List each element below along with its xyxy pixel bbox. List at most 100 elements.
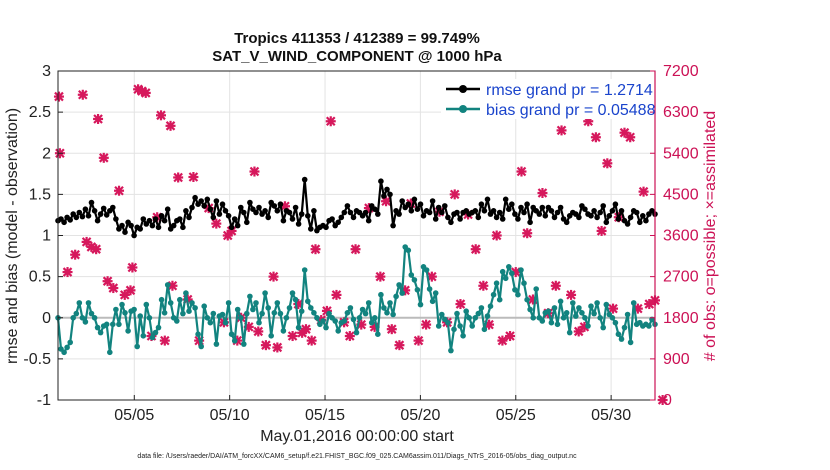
series-point-0 bbox=[247, 199, 253, 206]
obs-point bbox=[287, 331, 298, 342]
series-point-0 bbox=[146, 217, 153, 224]
series-point-0 bbox=[67, 217, 73, 223]
series-point-0 bbox=[289, 216, 296, 222]
series-point-1 bbox=[612, 319, 619, 326]
series-point-1 bbox=[234, 306, 241, 313]
obs-point bbox=[306, 335, 317, 346]
series-point-1 bbox=[439, 311, 445, 318]
series-point-0 bbox=[512, 211, 518, 217]
series-point-1 bbox=[646, 323, 652, 329]
series-point-0 bbox=[521, 209, 527, 216]
series-point-1 bbox=[301, 267, 308, 273]
obs-point bbox=[331, 289, 342, 300]
series-point-0 bbox=[448, 219, 454, 226]
series-point-0 bbox=[91, 208, 98, 214]
series-point-1 bbox=[110, 321, 116, 328]
obs-point bbox=[325, 116, 336, 127]
series-point-1 bbox=[548, 319, 555, 326]
series-point-0 bbox=[594, 214, 600, 221]
series-point-0 bbox=[381, 193, 387, 199]
series-point-0 bbox=[149, 222, 156, 229]
series-point-1 bbox=[201, 303, 207, 310]
obs-point bbox=[602, 158, 613, 169]
y-right-tick-label: 900 bbox=[663, 351, 690, 368]
series-point-0 bbox=[305, 213, 311, 219]
series-point-1 bbox=[137, 313, 143, 319]
series-point-0 bbox=[527, 219, 533, 226]
series-point-1 bbox=[484, 313, 491, 319]
series-point-1 bbox=[563, 310, 570, 316]
series-point-1 bbox=[597, 315, 603, 321]
series-point-1 bbox=[113, 306, 119, 313]
series-point-1 bbox=[557, 298, 564, 305]
series-point-0 bbox=[213, 198, 220, 204]
obs-point bbox=[268, 271, 279, 282]
obs-point bbox=[657, 395, 668, 405]
series-point-1 bbox=[423, 267, 430, 273]
series-point-1 bbox=[149, 334, 156, 341]
series-point-0 bbox=[524, 201, 530, 207]
obs-point bbox=[516, 166, 527, 177]
series-point-1 bbox=[341, 318, 348, 324]
series-point-1 bbox=[463, 308, 470, 315]
series-point-1 bbox=[210, 310, 217, 317]
series-point-1 bbox=[289, 290, 296, 296]
series-point-1 bbox=[122, 310, 128, 316]
series-point-0 bbox=[183, 208, 189, 214]
series-point-0 bbox=[551, 214, 558, 221]
series-point-0 bbox=[387, 191, 393, 198]
series-point-1 bbox=[627, 339, 634, 346]
series-point-1 bbox=[472, 315, 479, 321]
series-point-1 bbox=[603, 301, 610, 308]
series-point-1 bbox=[554, 321, 561, 328]
series-point-0 bbox=[201, 203, 207, 209]
series-point-0 bbox=[76, 209, 83, 216]
series-point-0 bbox=[280, 217, 287, 224]
series-point-0 bbox=[234, 222, 241, 229]
obs-point bbox=[114, 185, 125, 196]
series-point-1 bbox=[384, 310, 390, 316]
series-point-1 bbox=[192, 305, 198, 311]
obs-point bbox=[596, 225, 607, 236]
series-point-1 bbox=[353, 329, 360, 336]
series-point-1 bbox=[615, 331, 622, 338]
series-point-1 bbox=[454, 310, 460, 317]
obs-point bbox=[625, 132, 636, 143]
series-point-1 bbox=[167, 300, 174, 306]
obs-point bbox=[98, 152, 109, 163]
series-point-1 bbox=[414, 287, 421, 293]
series-point-0 bbox=[496, 209, 503, 216]
obs-point bbox=[505, 331, 516, 342]
y-right-tick-label: 2700 bbox=[663, 269, 699, 286]
x-tick-label: 05/10 bbox=[210, 407, 250, 424]
series-point-0 bbox=[131, 232, 137, 239]
series-point-1 bbox=[466, 315, 473, 321]
series-point-0 bbox=[518, 204, 524, 211]
series-point-1 bbox=[97, 329, 104, 336]
obs-point bbox=[300, 324, 311, 335]
series-point-0 bbox=[88, 199, 95, 206]
series-point-0 bbox=[158, 213, 165, 219]
series-point-0 bbox=[225, 213, 232, 219]
series-point-1 bbox=[362, 310, 369, 317]
y-tick-label: 2.5 bbox=[29, 104, 51, 121]
y-right-tick-label: 1800 bbox=[663, 310, 699, 327]
obs-point bbox=[125, 285, 136, 296]
series-point-1 bbox=[146, 315, 153, 321]
series-point-1 bbox=[244, 310, 250, 317]
series-point-1 bbox=[356, 315, 363, 321]
series-point-1 bbox=[460, 333, 466, 339]
series-point-1 bbox=[426, 286, 433, 292]
series-point-0 bbox=[110, 204, 116, 211]
series-point-1 bbox=[268, 333, 275, 339]
series-point-1 bbox=[509, 270, 515, 277]
series-point-1 bbox=[213, 341, 220, 347]
series-point-0 bbox=[347, 209, 354, 216]
series-point-1 bbox=[493, 280, 500, 287]
series-point-1 bbox=[253, 300, 259, 306]
series-point-0 bbox=[493, 214, 500, 221]
series-point-1 bbox=[222, 319, 229, 326]
series-point-0 bbox=[554, 209, 561, 216]
series-point-1 bbox=[375, 331, 381, 338]
left-axis-ticks: -1 -0.5 0 0.5 1 1.5 2 2.5 3 bbox=[23, 63, 63, 409]
